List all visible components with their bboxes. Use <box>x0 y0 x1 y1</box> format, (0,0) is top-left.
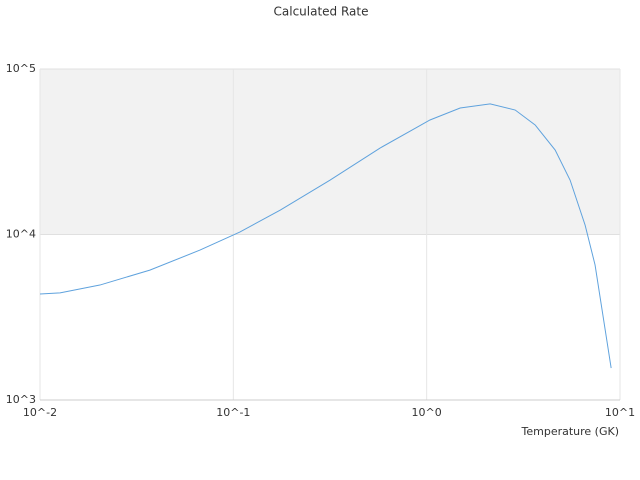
x-tick-label: 10^-2 <box>23 406 57 419</box>
y-tick-label: 10^3 <box>6 393 36 406</box>
x-tick-label: 10^0 <box>412 406 442 419</box>
plot-band <box>40 69 620 235</box>
y-tick-label: 10^5 <box>6 62 36 75</box>
y-tick-label: 10^4 <box>6 228 36 241</box>
line-series <box>39 103 612 369</box>
x-tick-label: 10^-1 <box>216 406 250 419</box>
x-axis-label: Temperature (GK) <box>521 425 620 438</box>
x-tick-label: 10^1 <box>605 406 635 419</box>
chart-title: Calculated Rate <box>274 5 369 19</box>
